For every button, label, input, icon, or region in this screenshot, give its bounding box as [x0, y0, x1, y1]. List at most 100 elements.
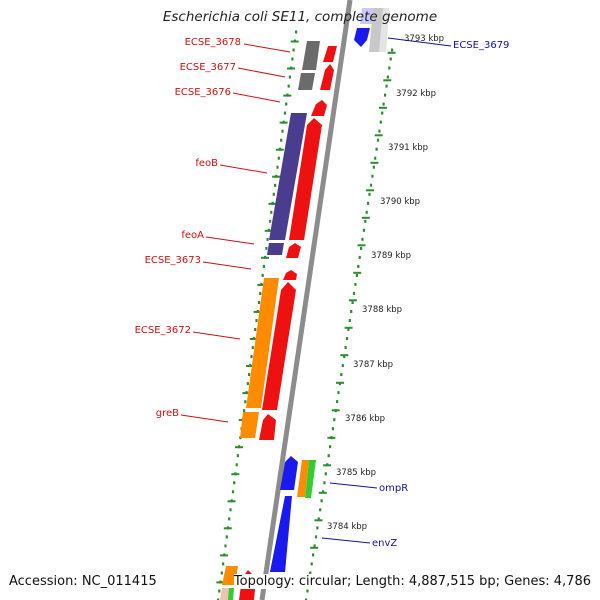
gene-label-feob[interactable]: feoB	[195, 158, 218, 169]
gene-feature[interactable]	[283, 270, 297, 280]
ring-dot	[222, 562, 225, 566]
gene-feature[interactable]	[354, 28, 370, 47]
gene-label-ecse-3677[interactable]: ECSE_3677	[180, 62, 236, 73]
ring-dot	[291, 57, 294, 61]
gene-feature[interactable]	[270, 496, 292, 572]
gene-label-ecse-3679[interactable]: ECSE_3679	[453, 40, 509, 51]
label-leader-lines	[180, 37, 452, 544]
gene-feature[interactable]	[228, 588, 234, 600]
gene-feature[interactable]	[240, 412, 259, 438]
ring-dot	[352, 291, 356, 295]
gene-feature[interactable]	[298, 73, 315, 90]
ring-dot	[270, 210, 273, 214]
ring-dot	[305, 598, 308, 600]
gene-feature[interactable]	[267, 243, 284, 255]
gene-feature[interactable]	[259, 414, 276, 440]
gene-label-greb[interactable]: greB	[156, 408, 179, 419]
ring-dot	[229, 508, 232, 512]
ring-dot	[310, 562, 313, 566]
ring-dot	[378, 129, 381, 133]
ring-dot	[320, 499, 323, 503]
kbp-label: 3788 kbp	[362, 305, 402, 315]
gene-feature[interactable]	[360, 8, 374, 24]
gene-label-envz[interactable]: envZ	[372, 538, 397, 549]
ring-dot	[360, 246, 363, 250]
gene-label-ecse-3678[interactable]: ECSE_3678	[185, 37, 241, 48]
ring-dot	[329, 445, 332, 449]
kbp-label: 3792 kbp	[396, 89, 436, 99]
ring-dot	[262, 264, 265, 268]
gene-feature[interactable]	[262, 282, 296, 410]
ring-dot	[376, 138, 380, 142]
ring-dot	[344, 346, 347, 349]
ring-dot	[246, 382, 249, 386]
ring-dot	[295, 30, 298, 34]
ring-dot	[259, 292, 262, 295]
ring-dot	[220, 571, 223, 575]
ring-dot	[276, 165, 279, 169]
gene-feature[interactable]	[286, 243, 301, 258]
gene-feature[interactable]	[302, 41, 320, 70]
gene-feature[interactable]	[289, 118, 322, 240]
ring-dot	[250, 355, 253, 359]
ring-dot	[323, 481, 326, 485]
gene-label-ecse-3672[interactable]: ECSE_3672	[135, 325, 191, 336]
ring-dot	[368, 192, 371, 196]
ring-dot	[365, 210, 368, 214]
ring-dot	[386, 75, 389, 79]
gene-feature[interactable]	[280, 456, 298, 490]
gene-label-ompr[interactable]: ompR	[379, 483, 408, 494]
gene-label-ecse-3676[interactable]: ECSE_3676	[175, 87, 231, 98]
ring-dot	[382, 102, 385, 106]
gene-feature[interactable]	[320, 64, 334, 90]
ring-dot	[306, 589, 309, 593]
ring-dot	[224, 544, 227, 548]
kbp-label: 3789 kbp	[371, 251, 411, 261]
ring-dot	[280, 138, 283, 142]
ring-dot	[362, 228, 365, 232]
ring-dot	[309, 571, 312, 575]
ring-dot	[319, 508, 322, 512]
ring-dot	[225, 535, 228, 539]
gene-feature[interactable]	[311, 100, 327, 116]
ring-dot	[233, 481, 236, 485]
gene-feature[interactable]	[379, 8, 389, 52]
ring-dot	[217, 598, 220, 600]
ring-dot	[244, 400, 247, 404]
ring-dot	[374, 156, 377, 160]
ring-dot	[266, 237, 269, 241]
ring-dot	[283, 111, 287, 115]
gene-feature[interactable]	[297, 460, 309, 497]
ring-dot	[341, 364, 344, 368]
ring-dot	[292, 48, 295, 52]
ring-dot	[358, 255, 361, 259]
gene-label-ecse-3673[interactable]: ECSE_3673	[145, 255, 201, 266]
kbp-label: 3786 kbp	[345, 414, 385, 424]
ring-dot	[261, 273, 264, 277]
ring-dot	[337, 391, 340, 395]
ring-dot	[277, 156, 280, 160]
reverse-strand-features	[220, 41, 320, 600]
gene-feature[interactable]	[269, 113, 307, 240]
ring-dot	[354, 282, 357, 286]
ring-dot	[388, 66, 391, 70]
genome-backbone	[259, 0, 353, 600]
ring-dot	[317, 517, 320, 521]
gene-feature[interactable]	[246, 278, 279, 408]
ring-dot	[364, 219, 367, 223]
kbp-label: 3784 kbp	[327, 522, 367, 532]
ring-dot	[336, 400, 339, 404]
ring-dot	[257, 301, 261, 304]
kbp-label: 3787 kbp	[353, 360, 393, 370]
ring-dot	[367, 201, 370, 205]
gene-feature[interactable]	[323, 46, 337, 62]
ring-dot	[343, 355, 346, 359]
gene-feature[interactable]	[305, 460, 316, 498]
ring-dot	[272, 192, 275, 196]
ring-dot	[355, 273, 358, 277]
gene-label-feoa[interactable]: feoA	[181, 230, 204, 241]
map-title: Escherichia coli SE11, complete genome	[162, 9, 438, 25]
ring-dot	[316, 526, 319, 530]
accession-label: Accession: NC_011415	[9, 574, 157, 589]
